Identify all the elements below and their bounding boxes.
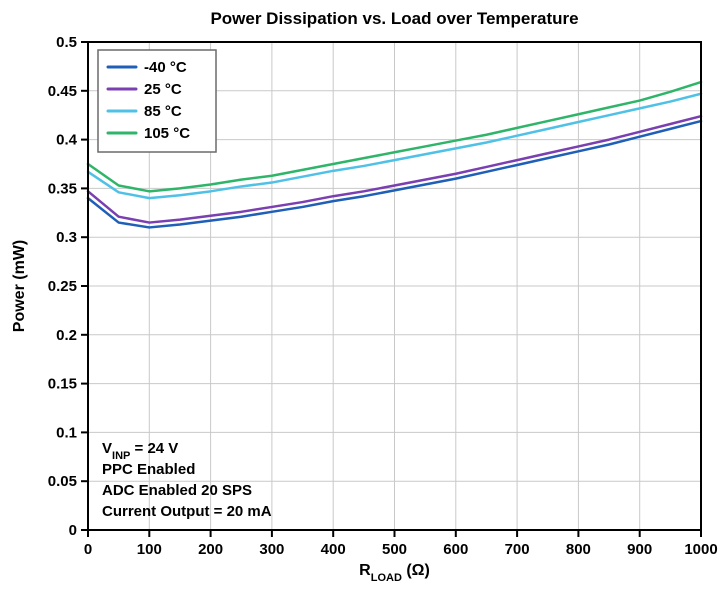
chart-svg: 0 100 200 300 400 500 600 700 800 900 1000 0 0.05 0.1… <box>0 0 721 589</box>
legend-label: 105 °C <box>144 125 190 142</box>
xtick-label: 0 <box>84 541 92 558</box>
ytick-label: 0.15 <box>48 376 77 393</box>
ytick-label: 0.4 <box>56 132 78 149</box>
xtick-label: 300 <box>259 541 284 558</box>
annotation-text: PPC Enabled <box>102 461 195 478</box>
ytick-label: 0.1 <box>56 424 77 441</box>
xtick-label: 700 <box>505 541 530 558</box>
y-axis-label: Power (mW) <box>11 240 28 332</box>
ytick-label: 0.35 <box>48 180 77 197</box>
xtick-label: 600 <box>443 541 468 558</box>
annotation-text: ADC Enabled 20 SPS <box>102 482 252 499</box>
chart-container: 0 100 200 300 400 500 600 700 800 900 1000 0 0.05 0.1… <box>0 0 721 589</box>
ytick-label: 0.25 <box>48 278 77 295</box>
xtick-label: 500 <box>382 541 407 558</box>
xtick-label: 100 <box>137 541 162 558</box>
xtick-label: 1000 <box>684 541 717 558</box>
ytick-label: 0.05 <box>48 473 77 490</box>
ytick-label: 0 <box>69 522 77 539</box>
annotation-text: Current Output = 20 mA <box>102 503 272 520</box>
ytick-label: 0.45 <box>48 83 77 100</box>
legend-label: 85 °C <box>144 103 182 120</box>
xtick-label: 400 <box>321 541 346 558</box>
ytick-label: 0.5 <box>56 34 77 51</box>
xtick-label: 200 <box>198 541 223 558</box>
legend-label: -40 °C <box>144 59 187 76</box>
chart-title: Power Dissipation vs. Load over Temperat… <box>210 9 578 28</box>
xtick-label: 800 <box>566 541 591 558</box>
legend-label: 25 °C <box>144 81 182 98</box>
ytick-label: 0.2 <box>56 327 77 344</box>
ytick-label: 0.3 <box>56 229 77 246</box>
xtick-label: 900 <box>627 541 652 558</box>
